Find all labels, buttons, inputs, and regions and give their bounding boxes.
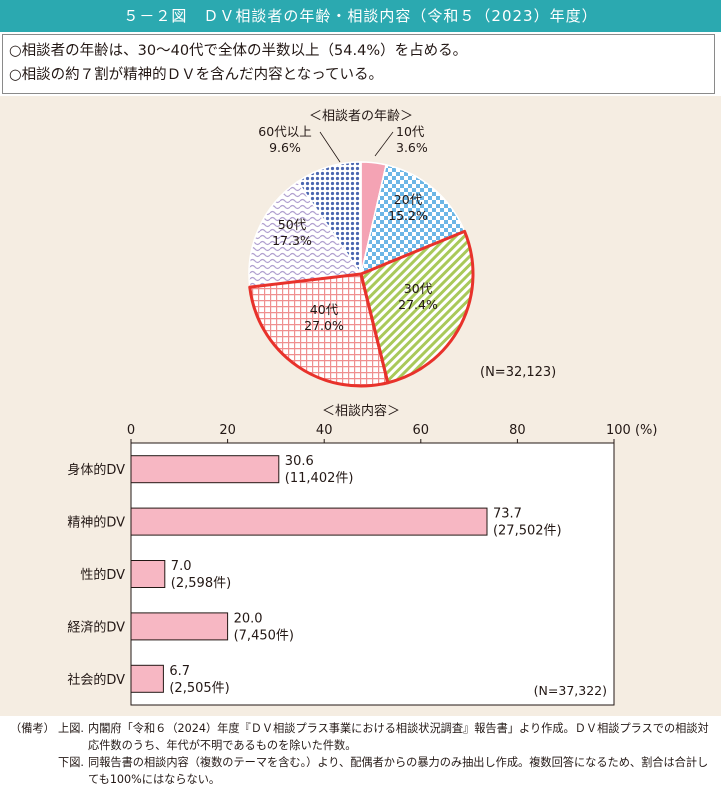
bar-value-label: 6.7 (169, 664, 190, 679)
x-tick-label: 40 (316, 423, 333, 438)
note-row: （備考） 上図. 内閣府「令和６（2024）年度『ＤＶ相談プラス事業における相談… (10, 720, 716, 754)
pie-highlight-outline (359, 229, 475, 385)
x-tick-label: 0 (127, 423, 135, 438)
pie-slice-value: 17.3% (272, 233, 312, 248)
bar-chart-n-note: (N=37,322) (534, 683, 607, 698)
pie-slice-1 (359, 163, 466, 276)
x-tick-label: 20 (219, 423, 236, 438)
pie-slice-label: 40代 (310, 302, 339, 317)
charts-area: ＜相談者の年齢＞ 10代 3.6% 20代 15.2% 30代 27.4% 40代 27.0%… (0, 96, 721, 716)
pie-chart-title: ＜相談者の年齢＞ (309, 108, 413, 124)
bar-plot-area (130, 442, 615, 706)
summary-line-age: ○相談者の年齢は、30～40代で全体の半数以上（54.4%）を占める。 (9, 43, 468, 59)
pie-slice-label: 30代 (404, 281, 433, 296)
bar-count-label: (27,502件) (493, 524, 562, 539)
pie-slice-value: 9.6% (269, 140, 301, 155)
summary-line-content: ○相談の約７割が精神的ＤＶを含んだ内容となっている。 (9, 67, 383, 83)
bar-1 (130, 507, 488, 536)
pie-leader-line (374, 131, 394, 157)
pie-slice-value: 15.2% (388, 208, 428, 223)
bar-category-label: 性的DV (80, 567, 125, 583)
note-label-upper: 上図. (58, 722, 84, 735)
pie-highlight-outline (248, 272, 390, 388)
pie-slice-label: 60代以上 (258, 124, 311, 139)
pie-slice-value: 3.6% (396, 140, 428, 155)
note-head-empty (10, 754, 58, 788)
notes: （備考） 上図. 内閣府「令和６（2024）年度『ＤＶ相談プラス事業における相談… (10, 720, 716, 788)
pie-slice-label: 50代 (278, 217, 307, 232)
note-label-lower: 下図. (58, 756, 84, 769)
bar-category-label: 経済的DV (67, 619, 125, 635)
bar-category-label: 精神的DV (67, 515, 125, 531)
pie-slice-4 (248, 180, 363, 288)
note-head: （備考） (10, 722, 55, 735)
bar-count-label: (2,598件) (171, 576, 231, 591)
bar-0 (130, 455, 280, 484)
note-text-lower: 同報告書の相談内容（複数のテーマを含む。）より、配偶者からの暴力のみ抽出し作成。… (88, 756, 709, 786)
bar-value-label: 7.0 (171, 559, 192, 574)
x-tick-label: 100 (%) (606, 423, 657, 438)
summary-box: ○相談者の年齢は、30～40代で全体の半数以上（54.4%）を占める。 ○相談の… (2, 34, 715, 94)
note-text-upper: 内閣府「令和６（2024）年度『ＤＶ相談プラス事業における相談状況調査』報告書」… (88, 722, 709, 752)
bar-category-label: 身体的DV (67, 462, 125, 478)
pie-slice-5 (296, 161, 362, 277)
pie-leader-line (319, 131, 341, 163)
note-row: 下図. 同報告書の相談内容（複数のテーマを含む。）より、配偶者からの暴力のみ抽出… (10, 754, 716, 788)
pie-slice-value: 27.4% (398, 297, 438, 312)
bar-chart-title: ＜相談内容＞ (322, 403, 400, 419)
figure-title: ５－２図 ＤＶ相談者の年齢・相談内容（令和５（2023）年度） (0, 0, 721, 32)
bar-value-label: 20.0 (234, 611, 263, 626)
bar-4 (130, 664, 164, 693)
pie-slice-label: 20代 (394, 192, 423, 207)
bar-value-label: 73.7 (493, 507, 522, 522)
bar-count-label: (2,505件) (169, 681, 229, 696)
bar-category-label: 社会的DV (67, 672, 125, 688)
bar-chart: 0 20 40 60 80 100 (%) 身体的DV 30.6 (11,402件) 精神的DV 7… (67, 423, 657, 696)
pie-slice-value: 27.0% (304, 318, 344, 333)
bar-count-label: (11,402件) (285, 471, 354, 486)
bar-value-label: 30.6 (285, 454, 314, 469)
pie-chart-n-note: (N=32,123) (480, 365, 556, 380)
pie-slice-label: 10代 (396, 124, 425, 139)
x-tick-label: 80 (509, 423, 526, 438)
bar-count-label: (7,450件) (234, 628, 294, 643)
bar-2 (130, 560, 166, 588)
x-tick-label: 60 (413, 423, 430, 438)
bar-3 (130, 612, 229, 641)
